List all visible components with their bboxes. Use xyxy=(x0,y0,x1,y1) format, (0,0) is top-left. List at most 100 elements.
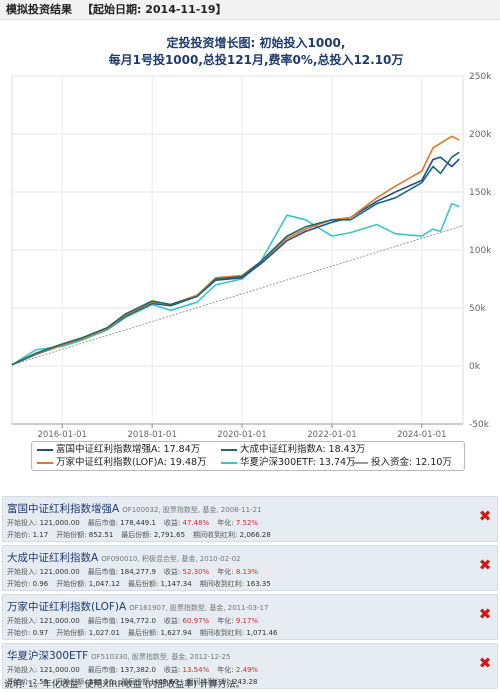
fund-stats-row-1: 开始投入: 121,000.00 最后市值: 178,449.1 收益: 47.48… xyxy=(7,518,258,528)
gain-label: 收益: xyxy=(163,666,181,674)
fund-card: 华夏沪深300ETF OF510330, 股票指数型, 基金, 2012-12-2… xyxy=(2,643,498,689)
delete-icon[interactable]: ✖ xyxy=(478,556,492,574)
start-nav-label: 开始价: xyxy=(7,580,31,588)
invest-value: 121,000.00 xyxy=(39,519,80,527)
legend-item-invested[interactable]: 投入资金: 12.10万 xyxy=(352,456,452,469)
fund-stats-row-2: 开始价: 0.97 开始份额: 1,027.01 最后份额: 1,627.94 期间收… xyxy=(7,628,277,638)
legend-label: 华夏沪深300ETF: 13.74万 xyxy=(240,457,356,468)
x-tick-label: 2016-01-01 xyxy=(38,430,87,440)
start-units-value: 1,027.01 xyxy=(88,629,120,637)
annual-label: 年化: xyxy=(217,666,234,674)
annual-value: 7.52% xyxy=(235,519,259,527)
x-tick-label: 2020-01-01 xyxy=(217,430,266,440)
legend-swatch xyxy=(221,461,237,464)
start-nav-value: 0.96 xyxy=(32,580,49,588)
fund-meta: OF090010, 积极混合型, 基金, 2010-02-02 xyxy=(101,555,241,563)
annual-value: 8.13% xyxy=(235,568,259,576)
fund-cards: 富国中证红利指数增强A OF100032, 股票指数型, 基金, 2008-11-… xyxy=(0,496,500,692)
start-nav-value: 0.97 xyxy=(32,629,49,637)
legend-swatch xyxy=(352,461,368,464)
market-value: 137,382.0 xyxy=(120,666,156,674)
start-nav-value: 1.17 xyxy=(32,531,49,539)
gain-value: 52.30% xyxy=(182,568,210,576)
annual-label: 年化: xyxy=(217,568,234,576)
invest-value: 121,000.00 xyxy=(39,568,80,576)
gain-value: 47.48% xyxy=(182,519,210,527)
dividend-label: 期间收到红利: xyxy=(193,531,238,539)
fund-card: 富国中证红利指数增强A OF100032, 股票指数型, 基金, 2008-11-… xyxy=(2,496,498,542)
fund-meta: OF510330, 股票指数型, 基金, 2012-12-25 xyxy=(91,653,231,661)
legend-item-dacheng[interactable]: 大成中证红利指数A: 18.43万 xyxy=(221,443,365,456)
start-units-value: 385.56 xyxy=(88,678,114,686)
delete-icon[interactable]: ✖ xyxy=(478,654,492,672)
delete-icon[interactable]: ✖ xyxy=(478,507,492,525)
top-bar: 模拟投资结果 【起始日期: 2014-11-19】 xyxy=(0,0,500,20)
chart-title-line2: 每月1号投1000,总投121月,费率0%,总投入12.10万 xyxy=(109,52,404,67)
fund-stats-row-1: 开始投入: 121,000.00 最后市值: 194,772.0 收益: 60.97… xyxy=(7,616,258,626)
footnote: 说明: 1。年化收益: 使用XIRR收益 (内部收益率) 计算方法。 xyxy=(4,680,245,690)
fund-card: 万家中证红利指数(LOF)A OF161907, 股票指数型, 基金, 2011-… xyxy=(2,594,498,640)
dividend-label: 期间收到红利: xyxy=(199,629,245,637)
fund-stats-row-2: 开始价: 2.59 开始份额: 385.56 最后份额: 449.60 期间收到红利:… xyxy=(7,677,257,687)
delete-icon[interactable]: ✖ xyxy=(478,605,492,623)
fund-name[interactable]: 大成中证红利指数A xyxy=(7,552,99,564)
legend-label: 大成中证红利指数A: 18.43万 xyxy=(240,444,366,455)
start-date-label: 【起始日期: 2014-11-19】 xyxy=(82,3,227,16)
invest-label: 开始投入: xyxy=(7,568,38,576)
market-label: 最后市值: xyxy=(87,617,119,625)
start-units-value: 1,047.12 xyxy=(88,580,120,588)
dividend-label: 期间收到红利: xyxy=(186,678,231,686)
legend-item-fuguo[interactable]: 富国中证红利指数增强A: 17.84万 xyxy=(37,443,200,456)
start-units-label: 开始份额: xyxy=(56,580,87,588)
fund-stats-row-1: 开始投入: 121,000.00 最后市值: 137,382.0 收益: 13.54… xyxy=(7,665,258,675)
legend-swatch xyxy=(37,461,53,464)
end-units-value: 2,791.65 xyxy=(153,531,186,539)
end-units-label: 最后份额: xyxy=(121,531,152,539)
legend-swatch xyxy=(37,448,53,451)
invest-label: 开始投入: xyxy=(7,617,38,625)
dividend-label: 期间收到红利: xyxy=(199,580,245,588)
annual-value: 9.17% xyxy=(235,617,259,625)
dividend-value: 2,066.28 xyxy=(239,531,271,539)
growth-chart-svg: 定投投资增长图: 初始投入1000, 每月1号投1000,总投121月,费率0%,… xyxy=(0,21,500,495)
gain-value: 60.97% xyxy=(182,617,210,625)
legend-item-huaxia[interactable]: 华夏沪深300ETF: 13.74万 xyxy=(221,456,356,469)
start-nav-label: 开始价: xyxy=(7,678,31,686)
gain-label: 收益: xyxy=(163,617,181,625)
y-tick-label: 50k xyxy=(469,304,486,314)
fund-meta: OF161907, 股票指数型, 基金, 2011-03-17 xyxy=(129,604,269,612)
market-label: 最后市值: xyxy=(87,568,119,576)
x-tick-label: 2022-01-01 xyxy=(307,430,356,440)
y-tick-label: 0k xyxy=(469,362,481,372)
fund-name[interactable]: 华夏沪深300ETF xyxy=(7,650,89,662)
y-tick-label: 250k xyxy=(469,72,492,82)
end-units-label: 最后份额: xyxy=(127,580,159,588)
market-value: 194,772.0 xyxy=(120,617,156,625)
fund-name[interactable]: 富国中证红利指数增强A xyxy=(7,503,120,515)
series-line-1 xyxy=(11,151,460,366)
invest-value: 121,000.00 xyxy=(39,666,80,674)
chart-legend: 富国中证红利指数增强A: 17.84万 大成中证红利指数A: 18.43万 万家… xyxy=(31,441,465,471)
legend-label: 富国中证红利指数增强A: 17.84万 xyxy=(56,444,201,455)
fund-name-row: 万家中证红利指数(LOF)A OF161907, 股票指数型, 基金, 2011-… xyxy=(7,599,268,614)
dividend-value: 243.28 xyxy=(232,678,258,686)
start-nav-label: 开始价: xyxy=(7,629,31,637)
page-title: 模拟投资结果 xyxy=(6,3,72,16)
annual-label: 年化: xyxy=(217,519,234,527)
growth-chart: 定投投资增长图: 初始投入1000, 每月1号投1000,总投121月,费率0%,… xyxy=(0,21,500,495)
legend-item-wanjia[interactable]: 万家中证红利指数(LOF)A: 19.48万 xyxy=(37,456,207,469)
x-tick-label: 2024-01-01 xyxy=(397,430,446,440)
fund-name-row: 富国中证红利指数增强A OF100032, 股票指数型, 基金, 2008-11-… xyxy=(7,501,261,516)
start-nav-value: 2.59 xyxy=(32,678,49,686)
dividend-value: 1,071.46 xyxy=(246,629,278,637)
market-label: 最后市值: xyxy=(87,666,119,674)
x-tick-label: 2018-01-01 xyxy=(127,430,176,440)
start-units-label: 开始份额: xyxy=(56,531,87,539)
end-units-value: 1,147.34 xyxy=(160,580,192,588)
y-tick-label: 150k xyxy=(469,188,492,198)
gain-value: 13.54% xyxy=(182,666,210,674)
end-units-label: 最后份额: xyxy=(127,629,159,637)
fund-stats-row-2: 开始价: 0.96 开始份额: 1,047.12 最后份额: 1,147.34 期间收… xyxy=(7,579,271,589)
chart-background xyxy=(0,21,500,495)
fund-name[interactable]: 万家中证红利指数(LOF)A xyxy=(7,601,127,613)
